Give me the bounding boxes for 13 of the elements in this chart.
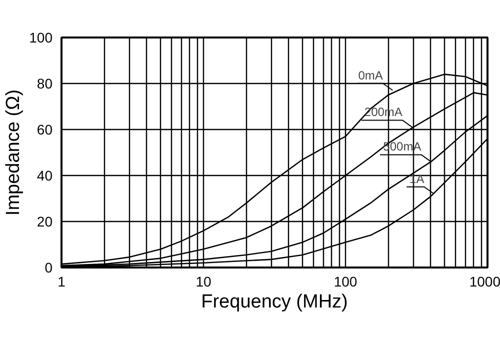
annotation: 0mA xyxy=(358,68,383,82)
y-tick-label: 20 xyxy=(36,214,53,230)
x-tick-label: 1000 xyxy=(469,274,500,290)
x-tick-label: 1 xyxy=(58,274,66,290)
y-tick-label: 60 xyxy=(36,122,53,138)
y-tick-label: 100 xyxy=(29,30,53,46)
x-tick-label: 100 xyxy=(334,274,358,290)
y-tick-label: 40 xyxy=(36,168,53,184)
y-tick-label: 0 xyxy=(44,260,53,276)
y-axis-title: Impedance (Ω) xyxy=(3,89,24,216)
x-axis-title: Frequency (MHz) xyxy=(201,292,348,312)
x-tick-label: 10 xyxy=(196,274,212,290)
y-tick-label: 80 xyxy=(36,76,53,92)
